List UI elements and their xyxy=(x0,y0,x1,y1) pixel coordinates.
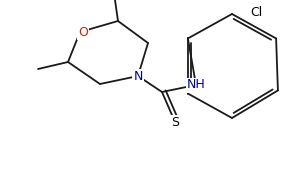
Text: S: S xyxy=(171,116,179,128)
Text: Cl: Cl xyxy=(250,6,262,19)
Text: NH: NH xyxy=(187,79,205,91)
Text: N: N xyxy=(133,70,143,82)
Text: O: O xyxy=(78,26,88,38)
